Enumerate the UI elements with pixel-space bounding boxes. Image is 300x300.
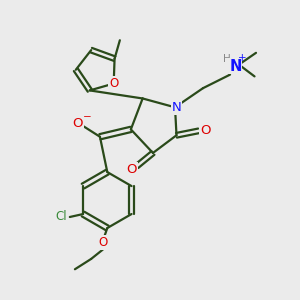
- Text: −: −: [83, 112, 92, 122]
- Text: H: H: [223, 54, 230, 64]
- Text: O: O: [126, 163, 137, 176]
- Text: +: +: [238, 53, 247, 63]
- Text: O: O: [98, 236, 107, 249]
- Text: O: O: [200, 124, 210, 137]
- Text: O: O: [109, 77, 118, 90]
- Text: N: N: [229, 58, 242, 74]
- Text: O: O: [73, 117, 83, 130]
- Text: Cl: Cl: [55, 211, 67, 224]
- Text: N: N: [172, 101, 182, 114]
